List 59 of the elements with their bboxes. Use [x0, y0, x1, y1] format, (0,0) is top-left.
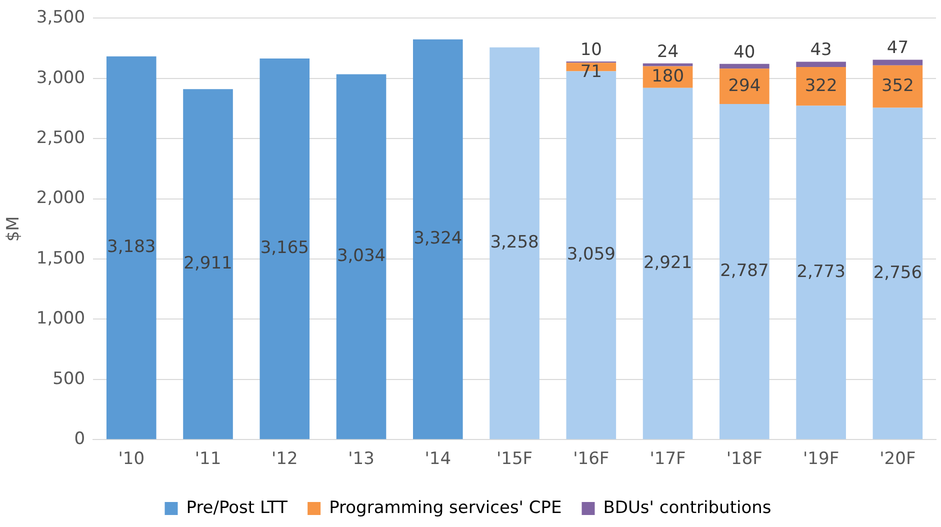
x-tick-label: '12	[271, 449, 298, 470]
bar	[796, 62, 846, 67]
x-tick-label: '15F	[496, 449, 533, 470]
y-tick-label: 3,500	[36, 8, 86, 28]
y-axis-title: $M	[4, 216, 24, 242]
x-tick-label: '14	[424, 449, 452, 470]
bar	[490, 47, 540, 440]
x-tick-label: '16F	[573, 449, 610, 470]
data-label: 2,773	[796, 262, 846, 282]
data-label: 24	[656, 42, 679, 62]
y-tick-label: 2,000	[36, 188, 86, 208]
y-tick-label: 500	[52, 368, 86, 389]
data-label: 2,911	[184, 254, 232, 274]
bar	[872, 60, 923, 66]
y-tick-label: 0	[74, 429, 86, 450]
data-label: 43	[810, 40, 832, 60]
bar	[336, 74, 386, 440]
data-label: 352	[881, 76, 914, 96]
legend-label: Pre/Post LTT	[186, 498, 288, 518]
data-label: 47	[886, 38, 909, 58]
x-tick-label: '20F	[880, 449, 916, 470]
y-tick-label: 3,000	[36, 68, 86, 88]
bar	[720, 64, 770, 69]
bar	[872, 65, 923, 108]
bar	[720, 68, 770, 104]
bar	[796, 106, 846, 440]
bar	[642, 88, 693, 440]
data-label: 10	[580, 40, 602, 60]
data-label: 3,183	[107, 237, 156, 258]
x-tick-label: '19F	[803, 449, 840, 470]
data-label: 180	[652, 66, 684, 86]
data-label: 3,258	[490, 232, 539, 253]
x-tick-label: '17F	[650, 449, 686, 470]
bar	[720, 104, 770, 440]
x-tick-label: '10	[118, 449, 145, 470]
data-label: 40	[734, 42, 756, 62]
data-label: 3,059	[566, 244, 616, 265]
data-label: 3,165	[260, 238, 309, 258]
data-label: 294	[728, 76, 761, 96]
data-label: 2,921	[643, 252, 692, 273]
data-label: 3,034	[336, 246, 386, 266]
legend-label: BDUs' contributions	[603, 498, 772, 518]
x-tick-label: '11	[194, 449, 222, 470]
data-label: 322	[804, 76, 838, 96]
bar	[260, 58, 310, 440]
y-tick-label: 2,500	[36, 128, 86, 148]
data-label: 3,324	[414, 228, 462, 249]
bar	[106, 56, 156, 440]
x-tick-label: '18F	[726, 449, 762, 470]
x-tick-label: '13	[348, 449, 374, 470]
y-tick-label: 1,500	[36, 248, 86, 268]
data-label: 2,756	[873, 262, 922, 283]
bar	[183, 89, 233, 440]
bar	[872, 108, 923, 440]
data-label: 2,787	[720, 260, 769, 281]
bar	[413, 39, 463, 440]
bar	[796, 66, 846, 106]
legend-label: Programming services' CPE	[329, 498, 562, 518]
y-tick-label: 1,000	[36, 308, 86, 329]
